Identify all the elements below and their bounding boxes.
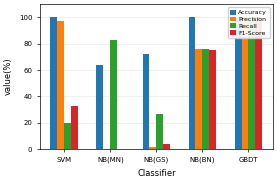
- Bar: [248, 17, 255, 149]
- Bar: [57, 21, 64, 149]
- Bar: [189, 17, 196, 149]
- Bar: [64, 123, 71, 149]
- Bar: [196, 49, 202, 149]
- Legend: Accuracy, Precision, Recall, F1-Score: Accuracy, Precision, Recall, F1-Score: [228, 7, 270, 38]
- Bar: [149, 147, 156, 149]
- Bar: [209, 50, 216, 149]
- Bar: [96, 65, 103, 149]
- Y-axis label: value(%): value(%): [4, 58, 13, 96]
- Bar: [235, 17, 242, 149]
- Bar: [242, 17, 248, 149]
- Bar: [255, 17, 262, 149]
- Bar: [156, 114, 163, 149]
- X-axis label: Classifier: Classifier: [137, 169, 176, 178]
- Bar: [163, 144, 170, 149]
- Bar: [110, 40, 117, 149]
- Bar: [71, 106, 78, 149]
- Bar: [202, 49, 209, 149]
- Bar: [50, 17, 57, 149]
- Bar: [143, 54, 149, 149]
